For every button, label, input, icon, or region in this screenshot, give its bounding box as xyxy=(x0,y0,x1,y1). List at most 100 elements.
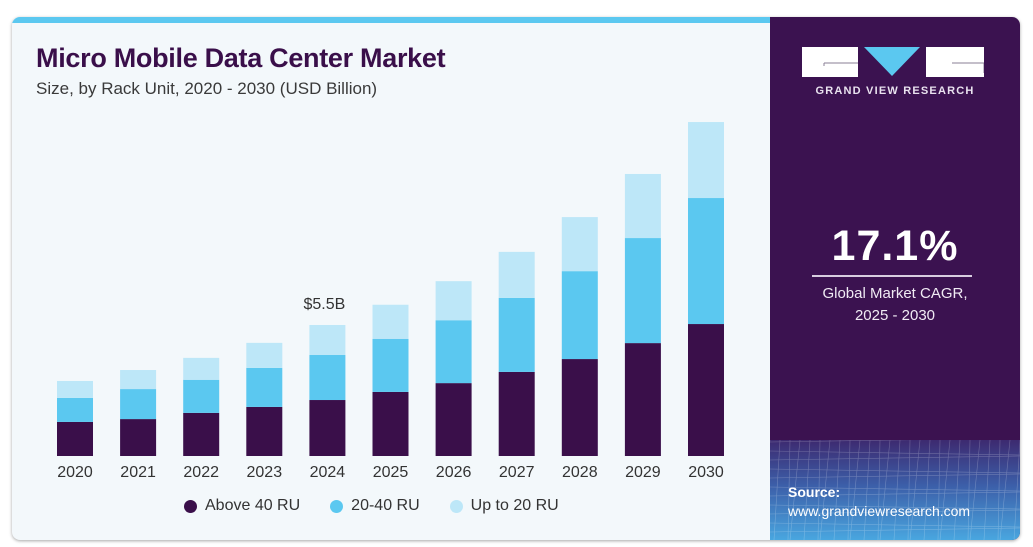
grid-line xyxy=(1013,440,1020,540)
grid-line xyxy=(819,440,831,540)
grid-line xyxy=(770,473,1020,479)
grid-line xyxy=(879,440,891,540)
grid-line xyxy=(877,440,881,540)
cagr-label-line1: Global Market CAGR, xyxy=(822,285,968,302)
grid-line xyxy=(939,440,951,540)
bar-segment-2024-above-40-ru xyxy=(309,400,346,456)
bar-segment-2022-up-to-20-ru xyxy=(183,357,220,380)
legend-label: 20-40 RU xyxy=(351,497,420,514)
bar-segment-2026-up-to-20-ru xyxy=(435,281,472,321)
stacked-bar-chart: 2020 2021 2022 2023 2024 $5.5B 2025 2026 2027 202… xyxy=(57,122,724,481)
legend-label: Up to 20 RU xyxy=(470,497,559,514)
grid-line xyxy=(773,440,781,540)
grid-line xyxy=(770,509,1020,515)
grid-pattern-icon xyxy=(770,440,1020,540)
grid-line xyxy=(849,440,861,540)
bar-segment-2028-20-40-ru xyxy=(561,271,598,360)
bar-segment-2026-20-40-ru xyxy=(435,320,472,384)
grid-line xyxy=(770,504,1020,510)
legend-dot-icon xyxy=(449,499,463,513)
legend-item-above-40-ru: Above 40 RU xyxy=(184,497,300,515)
bar-segment-2021-up-to-20-ru xyxy=(120,370,157,390)
data-label-annotation: $5.5B xyxy=(303,296,345,313)
grid-line xyxy=(770,455,1020,461)
bar-segment-2020-above-40-ru xyxy=(57,421,93,456)
source-label: Source: xyxy=(788,484,841,500)
bar-segment-2030-20-40-ru xyxy=(688,198,724,325)
cagr-label: Global Market CAGR, 2025 - 2030 xyxy=(770,283,1020,327)
bar-segment-2029-above-40-ru xyxy=(624,343,661,456)
grid-line xyxy=(893,440,901,540)
grid-line xyxy=(770,486,1020,492)
bar-segment-2027-20-40-ru xyxy=(498,297,535,372)
legend-item-up-to-20-ru: Up to 20 RU xyxy=(449,497,559,515)
legend-label: Above 40 RU xyxy=(205,497,301,514)
legend-item-20-40-ru: 20-40 RU xyxy=(330,497,420,515)
x-tick-label: 2023 xyxy=(247,464,283,481)
divider xyxy=(812,275,972,277)
brand-name: GRAND VIEW RESEARCH xyxy=(815,85,975,97)
brand-panel: GRAND VIEW RESEARCH 17.1% Global Market … xyxy=(770,17,1020,540)
grid-line xyxy=(770,440,914,443)
chart-title: Micro Mobile Data Center Market xyxy=(36,43,446,73)
bar-segment-2023-20-40-ru xyxy=(246,367,283,407)
bar-segment-2020-up-to-20-ru xyxy=(57,380,93,398)
grid-line xyxy=(999,440,1011,540)
grid-line xyxy=(770,450,1020,456)
grid-line xyxy=(770,522,1020,528)
grid-line xyxy=(803,440,811,540)
bar-segment-2024-20-40-ru xyxy=(309,355,346,401)
grid-line xyxy=(953,440,961,540)
bar-segment-2024-up-to-20-ru xyxy=(309,324,346,356)
x-tick-label: 2024 xyxy=(310,464,346,481)
chart-card: Micro Mobile Data Center Market Size, by… xyxy=(12,17,1020,540)
grid-line xyxy=(833,440,841,540)
bar-segment-2023-above-40-ru xyxy=(246,406,283,456)
bar-segment-2021-20-40-ru xyxy=(120,389,157,420)
grid-line xyxy=(923,440,931,540)
accent-bar xyxy=(12,17,770,23)
grid-line xyxy=(967,440,971,540)
bar-segment-2028-above-40-ru xyxy=(561,359,598,456)
bar-segment-2030-up-to-20-ru xyxy=(688,122,724,199)
chart-subtitle: Size, by Rack Unit, 2020 - 2030 (USD Bil… xyxy=(36,79,378,98)
bar-segment-2025-20-40-ru xyxy=(372,338,409,392)
x-tick-label: 2020 xyxy=(57,464,93,481)
bar-segment-2028-up-to-20-ru xyxy=(561,217,598,272)
x-tick-label: 2026 xyxy=(436,464,472,481)
grid-line xyxy=(770,491,1020,497)
grid-line xyxy=(770,468,1020,474)
x-tick-label: 2025 xyxy=(373,464,409,481)
x-tick-label: 2030 xyxy=(688,464,724,481)
bar-segment-2022-above-40-ru xyxy=(183,412,220,456)
legend-dot-icon xyxy=(184,499,197,513)
source-url[interactable]: www.grandviewresearch.com xyxy=(788,503,971,519)
bar-segment-2022-20-40-ru xyxy=(183,379,220,413)
source-box: Source: www.grandviewresearch.com xyxy=(770,440,1020,540)
grid-line xyxy=(863,440,871,540)
grid-line xyxy=(789,440,801,540)
bar-segment-2030-above-40-ru xyxy=(688,324,724,456)
bar-segment-2029-up-to-20-ru xyxy=(624,173,661,239)
grid-line xyxy=(937,440,941,540)
grid-line xyxy=(997,440,1001,540)
grand-view-research-logo-icon xyxy=(802,47,984,77)
bar-segment-2026-above-40-ru xyxy=(435,383,472,456)
bar-segment-2025-up-to-20-ru xyxy=(372,304,409,339)
grid-line xyxy=(907,440,911,540)
bar-segment-2021-above-40-ru xyxy=(120,419,157,456)
bar-segment-2025-above-40-ru xyxy=(372,391,409,456)
bar-segment-2023-up-to-20-ru xyxy=(246,342,283,368)
legend: Above 40 RU 20-40 RU Up to 20 RU xyxy=(184,497,559,515)
x-tick-label: 2027 xyxy=(499,464,535,481)
grid-line xyxy=(909,440,921,540)
grid-line xyxy=(770,527,1020,533)
grid-line xyxy=(847,440,851,540)
grid-line xyxy=(969,440,981,540)
x-tick-label: 2028 xyxy=(562,464,598,481)
bar-segment-2020-20-40-ru xyxy=(57,397,93,422)
grid-line xyxy=(817,440,821,540)
x-tick-label: 2021 xyxy=(120,464,156,481)
x-tick-label: 2022 xyxy=(183,464,219,481)
cagr-label-line2: 2025 - 2030 xyxy=(854,307,936,324)
